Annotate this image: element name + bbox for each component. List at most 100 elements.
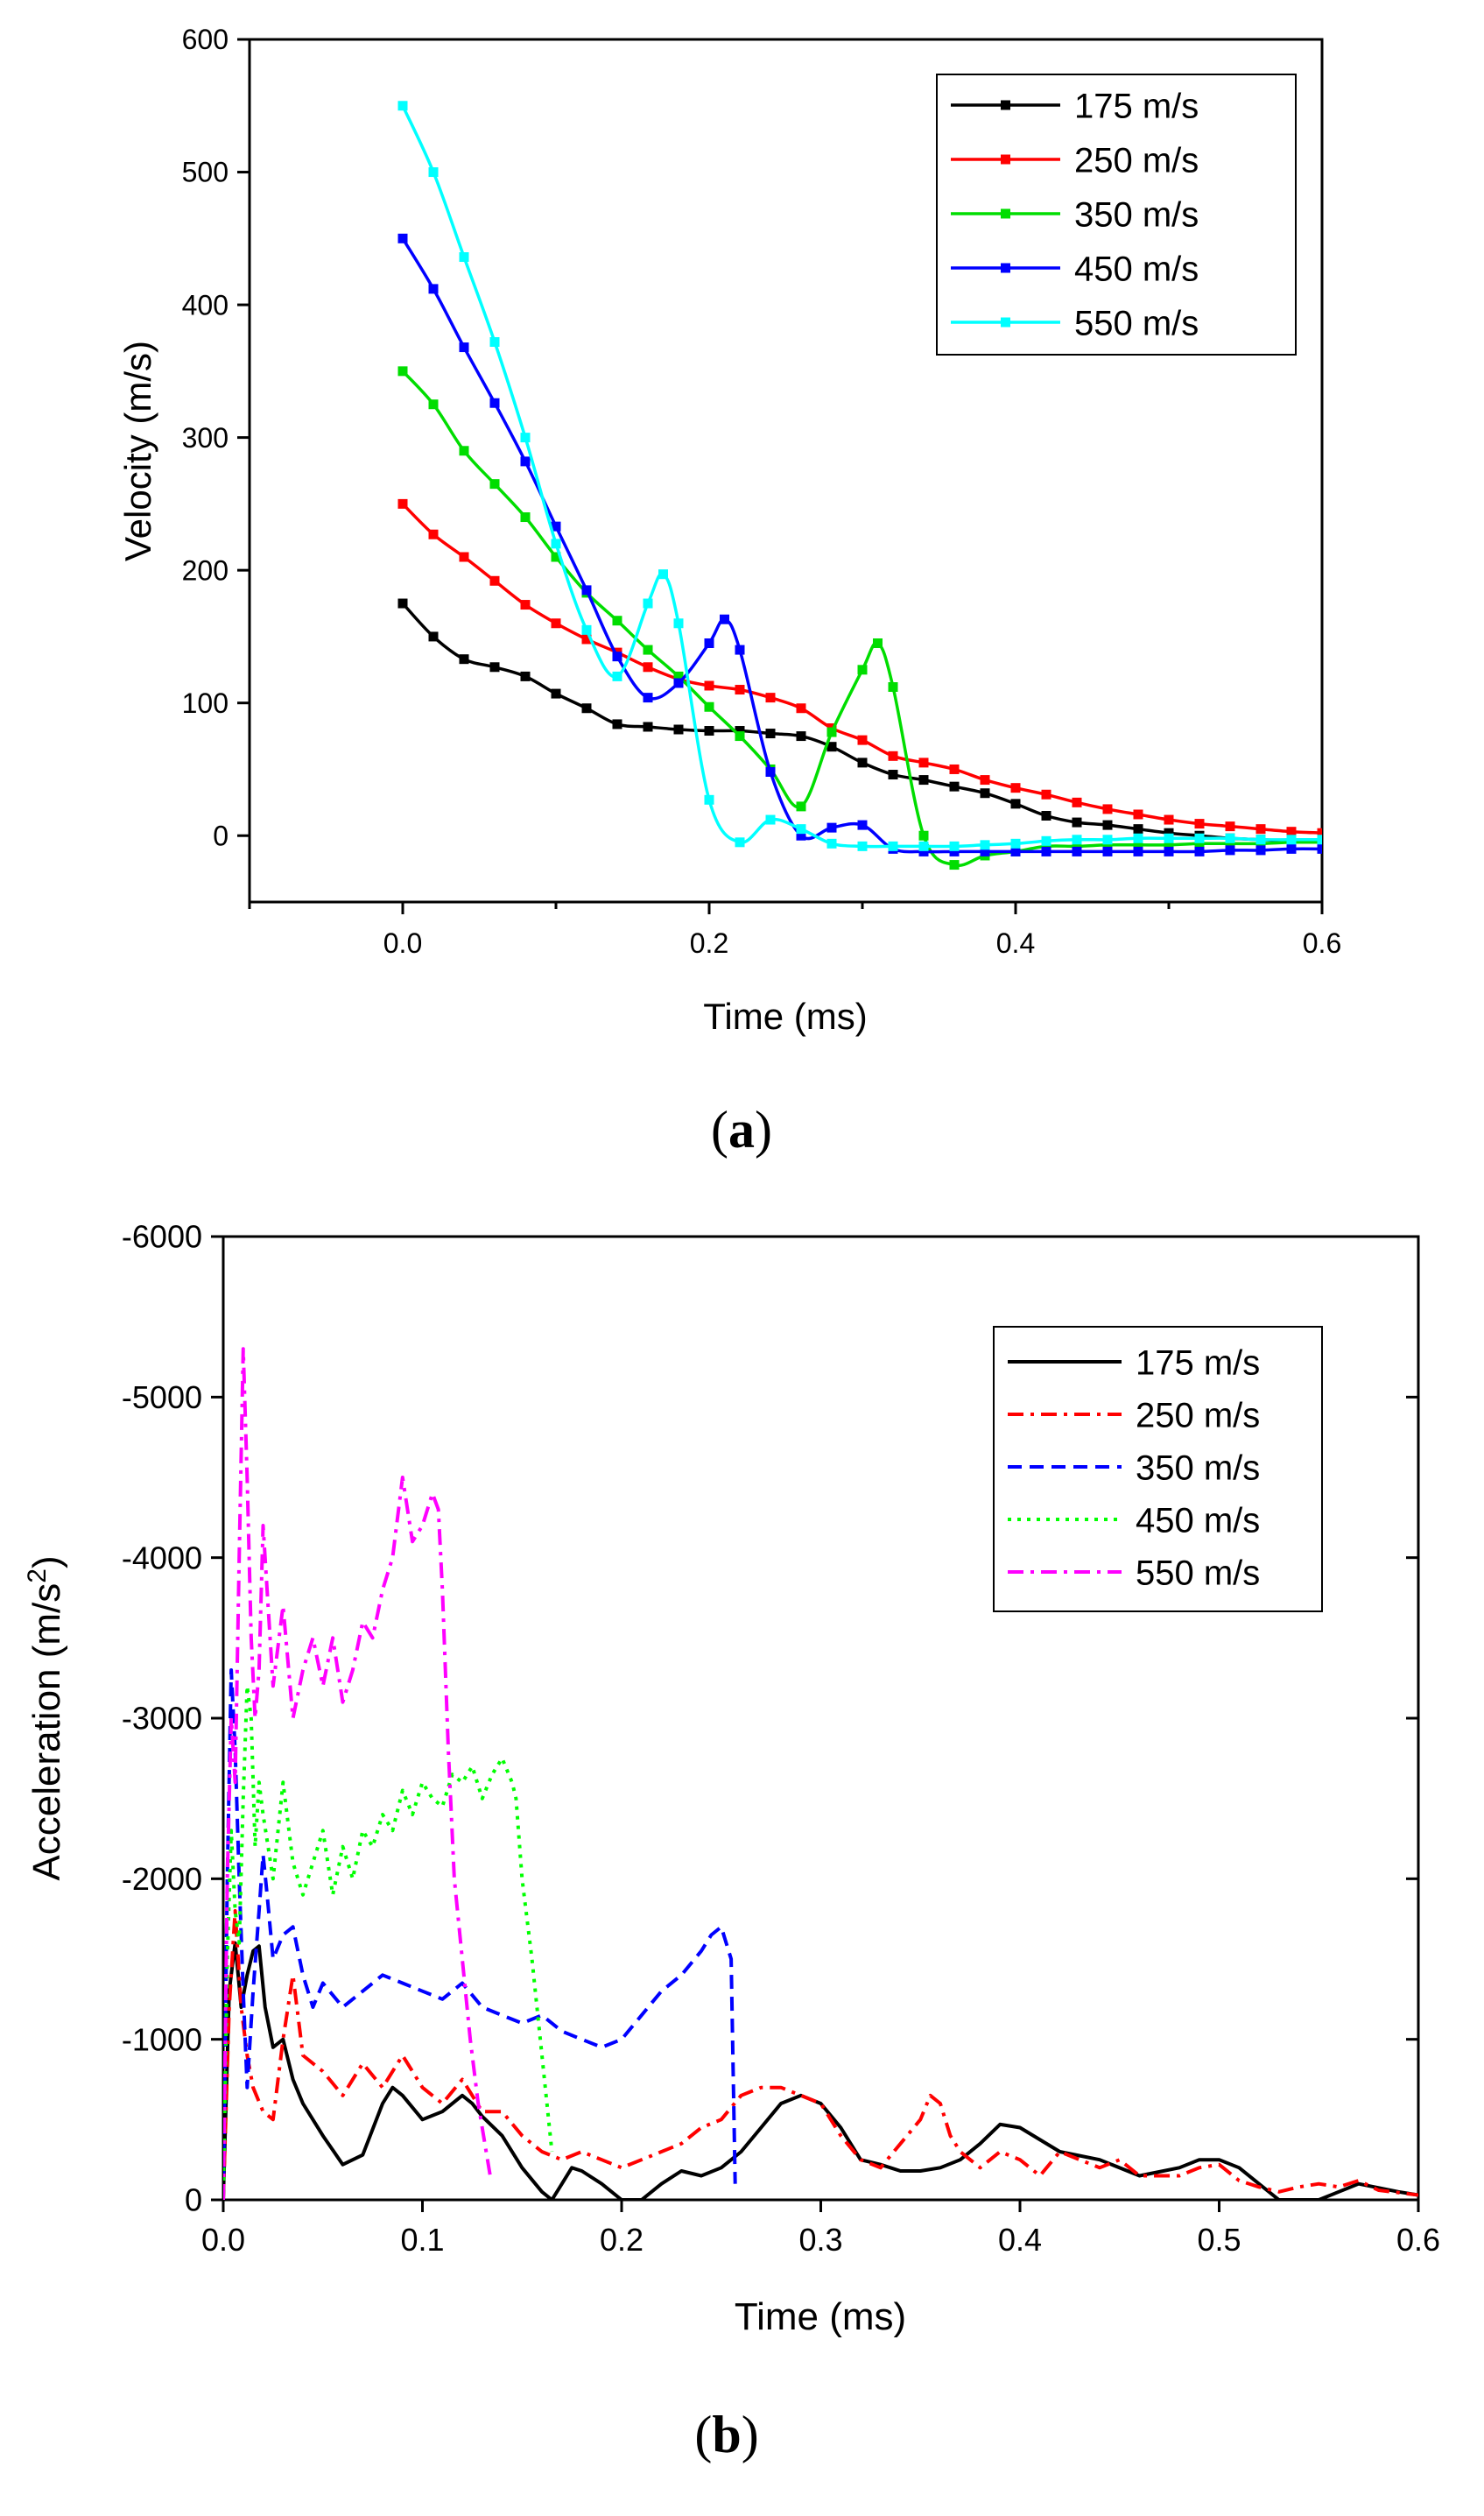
data-point-550-m-s xyxy=(1194,833,1205,843)
data-point-550-m-s xyxy=(1317,835,1322,845)
data-point-450-m-s xyxy=(397,233,408,243)
legend-marker xyxy=(1001,208,1010,219)
data-point-350-m-s xyxy=(520,512,531,523)
data-point-550-m-s xyxy=(796,824,806,835)
legend-label: 350 m/s xyxy=(1136,1448,1260,1487)
y-tick-label: 600 xyxy=(182,24,229,55)
data-point-350-m-s xyxy=(1041,841,1051,851)
data-point-350-m-s xyxy=(918,830,929,841)
x-tick-label: 0.6 xyxy=(1303,927,1341,959)
data-point-550-m-s xyxy=(1133,833,1143,843)
data-point-450-m-s xyxy=(1286,843,1297,854)
data-point-350-m-s xyxy=(1225,838,1235,849)
y-tick-label: 300 xyxy=(182,422,229,454)
data-point-550-m-s xyxy=(489,337,500,348)
legend-label: 175 m/s xyxy=(1136,1343,1260,1382)
data-point-250-m-s xyxy=(1102,804,1113,814)
legend-marker xyxy=(1001,100,1010,110)
data-point-250-m-s xyxy=(1255,824,1266,835)
data-point-350-m-s xyxy=(397,366,408,377)
legend: 175 m/s 250 m/s 350 m/s 450 m/s 550 m/s xyxy=(936,74,1297,356)
data-point-250-m-s xyxy=(735,685,745,695)
data-point-450-m-s xyxy=(1317,843,1322,854)
data-point-175-m-s xyxy=(489,662,500,673)
series-line-250-m-s xyxy=(223,1909,1418,2200)
data-point-550-m-s xyxy=(397,101,408,111)
legend-label: 350 m/s xyxy=(1074,195,1199,234)
y-tick-label: 400 xyxy=(182,289,229,321)
legend-label: 550 m/s xyxy=(1136,1554,1260,1592)
data-point-450-m-s xyxy=(459,342,469,353)
data-point-450-m-s xyxy=(1255,845,1266,856)
legend-label: 550 m/s xyxy=(1074,304,1199,342)
plot-area xyxy=(397,101,1322,870)
series-line-550-m-s xyxy=(223,1347,492,2200)
data-point-350-m-s xyxy=(1133,840,1143,850)
data-point-450-m-s xyxy=(1072,846,1082,856)
data-point-550-m-s xyxy=(612,671,622,681)
data-point-450-m-s xyxy=(581,585,592,596)
data-point-550-m-s xyxy=(551,539,561,549)
acceleration-chart: 0.0 0.1 0.2 0.3 0.4 0.5 0.6 0 -1000 -2000 -3000 -40… xyxy=(23,1219,1441,2463)
y-axis-label-exponent: 2 xyxy=(23,1568,52,1583)
data-point-450-m-s xyxy=(643,693,653,703)
plot-frame xyxy=(248,38,1324,904)
series-line-450-m-s xyxy=(401,237,1322,854)
data-point-350-m-s xyxy=(857,665,868,675)
data-point-350-m-s xyxy=(459,446,469,456)
data-point-175-m-s xyxy=(980,788,990,799)
x-tick-label: 0.6 xyxy=(1396,2222,1440,2258)
legend-label: 450 m/s xyxy=(1074,250,1199,288)
data-point-550-m-s xyxy=(581,624,592,635)
data-point-350-m-s xyxy=(551,552,561,562)
data-point-175-m-s xyxy=(397,598,408,609)
data-point-250-m-s xyxy=(918,758,929,768)
data-point-250-m-s xyxy=(428,529,439,539)
data-point-250-m-s xyxy=(1041,789,1051,800)
data-point-550-m-s xyxy=(1164,833,1174,843)
x-tick-label: 0.4 xyxy=(998,2222,1042,2258)
y-tick-label: 200 xyxy=(182,554,229,586)
data-point-175-m-s xyxy=(1164,828,1174,838)
data-point-175-m-s xyxy=(1102,820,1113,830)
data-point-250-m-s xyxy=(489,575,500,586)
data-point-450-m-s xyxy=(1164,846,1174,856)
x-tick-label: 0.3 xyxy=(798,2222,842,2258)
y-tick-label: 0 xyxy=(185,2182,202,2218)
axis-ticks: 0.0 0.2 0.4 0.6 0 100 200 300 400 500 600 xyxy=(182,24,1342,959)
data-point-175-m-s xyxy=(612,719,622,729)
data-point-175-m-s xyxy=(643,722,653,732)
y-axis-label-text: Acceleration (m/s xyxy=(25,1583,68,1881)
legend-marker xyxy=(1001,317,1010,328)
data-point-550-m-s xyxy=(949,841,960,851)
y-tick-label: -3000 xyxy=(122,1701,202,1737)
data-point-250-m-s xyxy=(1286,827,1297,837)
data-point-450-m-s xyxy=(673,678,684,688)
data-point-550-m-s xyxy=(1255,835,1266,845)
data-point-550-m-s xyxy=(643,598,653,609)
x-tick-label: 0.5 xyxy=(1197,2222,1241,2258)
x-axis-label: Time (ms) xyxy=(703,996,867,1037)
data-point-450-m-s xyxy=(428,284,439,294)
data-point-450-m-s xyxy=(520,456,531,467)
data-point-250-m-s xyxy=(857,735,868,745)
y-tick-label: -6000 xyxy=(122,1219,202,1255)
x-tick-label: 0.1 xyxy=(400,2222,444,2258)
data-point-450-m-s xyxy=(489,398,500,408)
data-point-175-m-s xyxy=(888,770,898,780)
data-point-250-m-s xyxy=(520,600,531,610)
data-point-550-m-s xyxy=(459,252,469,263)
series-line-350-m-s xyxy=(223,1668,737,2200)
data-point-550-m-s xyxy=(826,838,837,849)
data-point-350-m-s xyxy=(1194,838,1205,849)
data-point-250-m-s xyxy=(459,552,469,562)
data-point-175-m-s xyxy=(796,731,806,742)
data-point-250-m-s xyxy=(1072,797,1082,807)
legend-label: 250 m/s xyxy=(1074,141,1199,180)
x-tick-label: 0.2 xyxy=(600,2222,644,2258)
data-point-175-m-s xyxy=(551,688,561,699)
legend-label: 175 m/s xyxy=(1074,87,1199,125)
panel-caption-a: (a) xyxy=(711,1101,772,1159)
data-point-350-m-s xyxy=(673,671,684,681)
data-point-450-m-s xyxy=(1010,846,1021,856)
